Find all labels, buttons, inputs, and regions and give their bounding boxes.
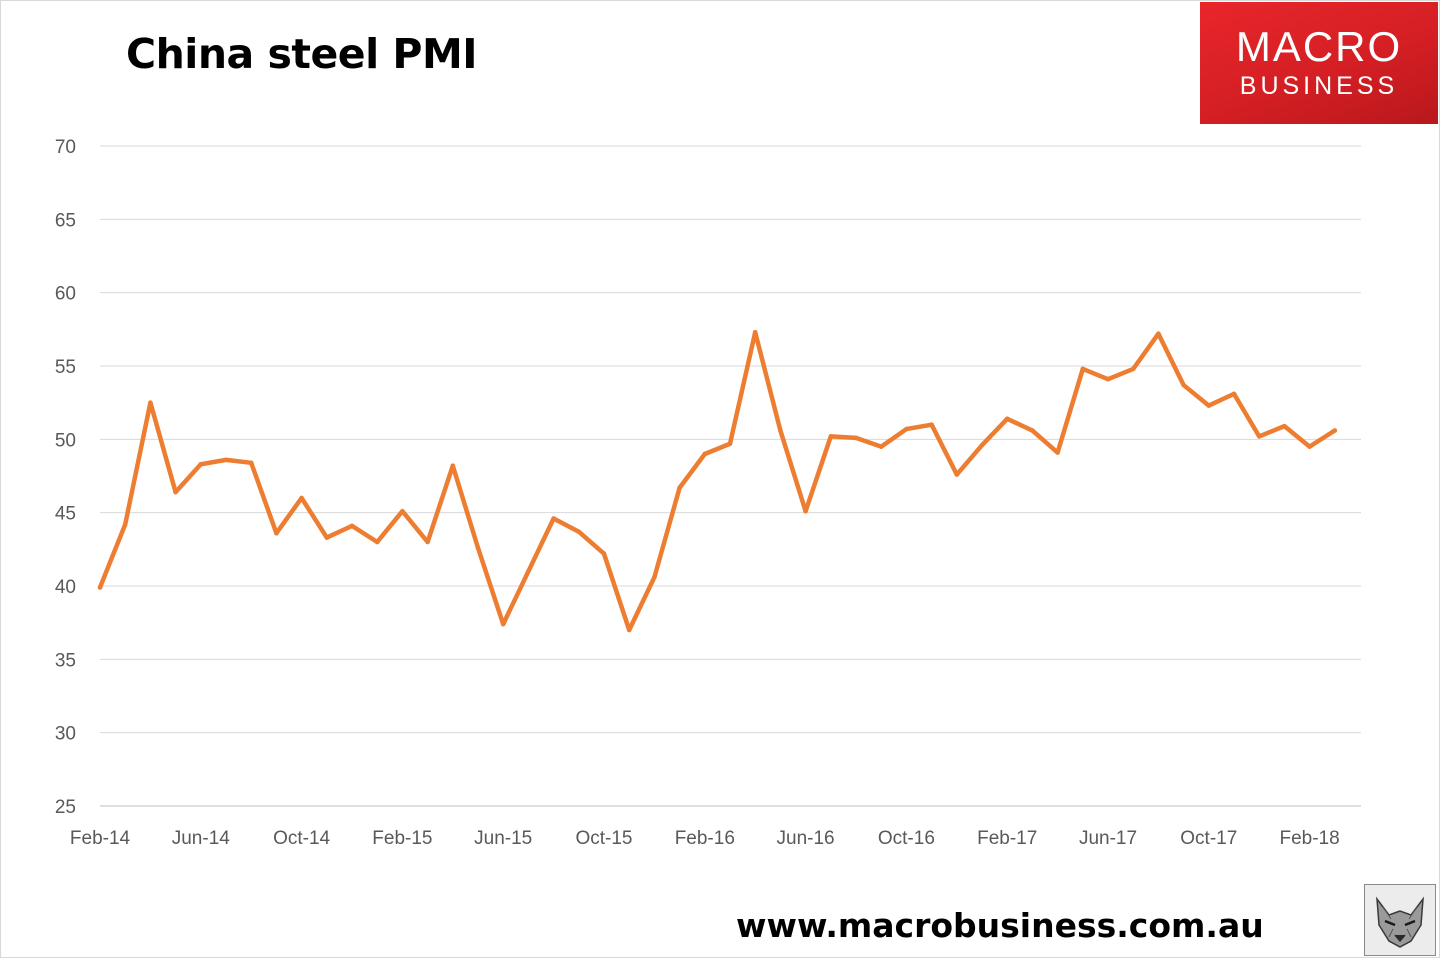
data-point-Jan-16 — [677, 485, 682, 491]
x-tick-label-Feb-15: Feb-15 — [372, 828, 432, 849]
data-point-Nov-15 — [626, 627, 632, 633]
data-point-Aug-16 — [853, 435, 859, 441]
data-point-Mar-16 — [727, 441, 733, 447]
data-point-Apr-16 — [752, 329, 758, 335]
data-point-Apr-15 — [450, 463, 456, 469]
y-tick-label-35: 35 — [55, 650, 76, 671]
x-tick-label-Oct-16: Oct-16 — [878, 828, 935, 849]
y-tick-label-30: 30 — [55, 724, 76, 745]
data-point-Apr-17 — [1055, 450, 1060, 455]
x-tick-label-Oct-14: Oct-14 — [273, 828, 330, 849]
y-tick-label-25: 25 — [55, 797, 76, 818]
data-point-Feb-17 — [1004, 416, 1010, 422]
x-tick-label-Jun-14: Jun-14 — [172, 828, 231, 849]
wolf-logo-icon — [1364, 884, 1436, 956]
data-point-Aug-17 — [1156, 331, 1161, 337]
footer-url: www.macrobusiness.com.au — [736, 906, 1264, 945]
data-point-Sep-17 — [1181, 382, 1186, 388]
data-point-Sep-16 — [878, 444, 884, 449]
x-tick-label-Jun-15: Jun-15 — [474, 828, 532, 849]
data-point-Mar-14 — [122, 522, 128, 527]
data-point-Jul-14 — [223, 457, 229, 463]
data-point-Jun-17 — [1105, 376, 1111, 382]
data-point-Nov-16 — [929, 422, 934, 427]
data-point-Nov-14 — [324, 535, 330, 540]
data-point-Sep-15 — [576, 529, 582, 535]
data-point-Oct-14 — [299, 495, 304, 501]
x-tick-label-Oct-17: Oct-17 — [1180, 828, 1237, 849]
data-point-Feb-14 — [97, 585, 103, 590]
y-tick-label-45: 45 — [55, 504, 76, 525]
y-tick-label-70: 70 — [55, 137, 76, 158]
data-point-Dec-14 — [349, 523, 355, 529]
data-point-Jun-15 — [500, 621, 506, 627]
data-point-Mar-18 — [1332, 428, 1338, 433]
data-point-Jun-16 — [803, 508, 808, 514]
data-point-Nov-17 — [1231, 391, 1237, 397]
data-point-Mar-15 — [425, 539, 430, 545]
data-point-Apr-14 — [148, 400, 153, 405]
data-point-May-14 — [173, 489, 178, 495]
x-tick-label-Jun-17: Jun-17 — [1079, 828, 1137, 849]
data-point-May-16 — [778, 428, 783, 433]
x-tick-label-Feb-16: Feb-16 — [675, 828, 735, 849]
y-tick-label-50: 50 — [55, 430, 76, 451]
data-point-Jul-17 — [1130, 366, 1136, 372]
data-point-Jul-16 — [828, 434, 834, 439]
data-point-Feb-16 — [702, 451, 708, 457]
data-point-Jan-15 — [374, 539, 380, 545]
y-tick-label-55: 55 — [55, 357, 76, 378]
data-point-Dec-17 — [1256, 434, 1262, 439]
y-tick-label-65: 65 — [55, 210, 76, 231]
data-point-Dec-16 — [954, 472, 960, 477]
data-point-Feb-15 — [400, 508, 405, 514]
series-line-0 — [97, 330, 1338, 633]
data-point-Feb-18 — [1307, 444, 1312, 449]
x-tick-label-Feb-18: Feb-18 — [1279, 828, 1339, 849]
data-point-Dec-15 — [652, 574, 657, 580]
chart-title: China steel PMI — [126, 30, 478, 78]
data-point-Oct-16 — [904, 426, 909, 432]
logo-line-1: MACRO — [1235, 23, 1403, 70]
data-point-May-15 — [475, 545, 481, 551]
x-tick-label-Feb-17: Feb-17 — [977, 828, 1037, 849]
x-tick-label-Oct-15: Oct-15 — [575, 828, 632, 849]
data-point-Jul-15 — [526, 569, 531, 574]
data-point-Aug-14 — [248, 460, 254, 466]
x-tick-label-Feb-14: Feb-14 — [70, 828, 131, 849]
x-tick-label-Jun-16: Jun-16 — [777, 828, 835, 849]
macrobusiness-logo: MACRO BUSINESS — [1200, 2, 1438, 124]
data-point-Mar-17 — [1030, 428, 1035, 433]
data-point-Oct-17 — [1206, 403, 1212, 408]
logo-line-2: BUSINESS — [1239, 72, 1399, 100]
y-tick-label-60: 60 — [55, 284, 76, 305]
data-point-Oct-15 — [601, 551, 607, 557]
data-point-Aug-15 — [551, 516, 556, 521]
y-tick-label-40: 40 — [55, 577, 76, 598]
data-point-May-17 — [1080, 366, 1086, 372]
data-point-Jan-17 — [979, 442, 985, 448]
data-point-Jun-14 — [198, 461, 204, 467]
data-point-Sep-14 — [274, 530, 279, 536]
data-point-Jan-18 — [1282, 423, 1287, 429]
